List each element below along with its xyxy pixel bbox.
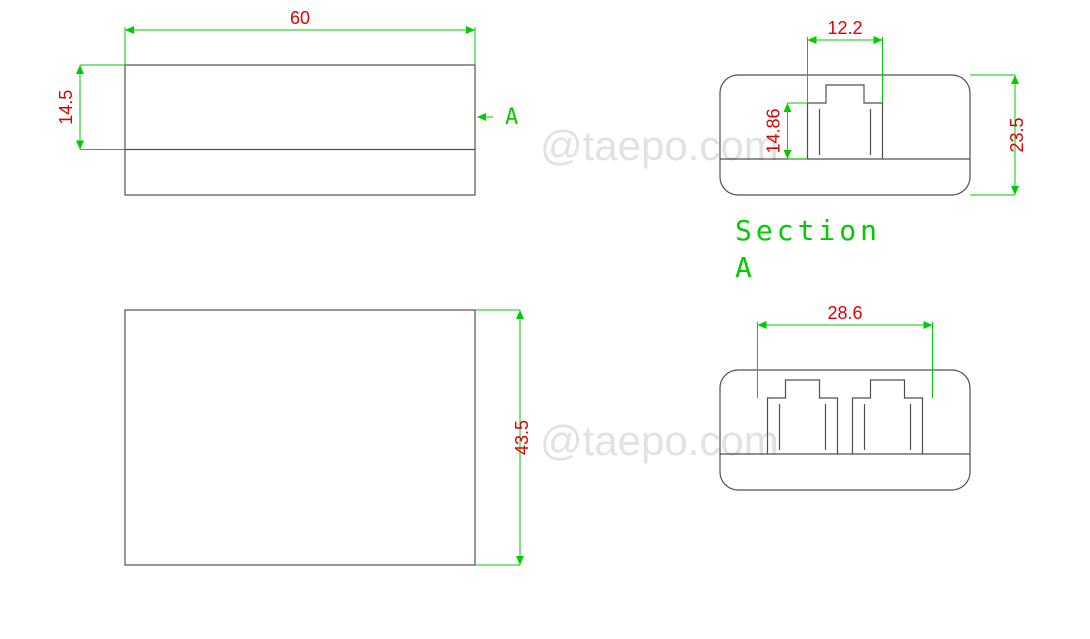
dim-text: 43.5 bbox=[512, 420, 532, 455]
arrowhead bbox=[466, 26, 475, 34]
section-label-a: A bbox=[735, 251, 756, 284]
view-top-left: 60 14.5 A bbox=[56, 8, 518, 195]
view-top-right: 12.2 23.5 14.86 Section A bbox=[720, 18, 1027, 284]
arrowhead bbox=[924, 321, 933, 329]
watermark: @taepo.com bbox=[540, 122, 779, 169]
section-marker-label: A bbox=[505, 105, 518, 130]
arrowhead bbox=[784, 103, 792, 112]
view-bottom-left: 43.5 bbox=[125, 310, 532, 565]
arrowhead bbox=[516, 556, 524, 565]
body-outline bbox=[125, 310, 475, 565]
arrowhead bbox=[125, 26, 134, 34]
arrowhead bbox=[784, 150, 792, 159]
dim-text: 60 bbox=[290, 8, 310, 28]
section-label: Section bbox=[735, 214, 881, 247]
dim-text: 28.6 bbox=[827, 303, 862, 323]
dim-text: 14.86 bbox=[764, 108, 784, 153]
rj-jack-outline bbox=[853, 380, 923, 454]
dim-text: 12.2 bbox=[827, 18, 862, 38]
arrowhead bbox=[1011, 75, 1019, 84]
dim-text: 14.5 bbox=[56, 90, 76, 125]
arrowhead bbox=[76, 65, 84, 74]
rj-jack-outline bbox=[808, 85, 883, 159]
arrowhead bbox=[516, 310, 524, 319]
arrowhead bbox=[758, 321, 767, 329]
body-outline bbox=[125, 65, 475, 195]
arrowhead bbox=[808, 36, 817, 44]
watermark: @taepo.com bbox=[540, 417, 779, 464]
arrowhead bbox=[1011, 186, 1019, 195]
arrowhead bbox=[76, 141, 84, 150]
arrowhead bbox=[874, 36, 883, 44]
dim-text: 23.5 bbox=[1007, 117, 1027, 152]
